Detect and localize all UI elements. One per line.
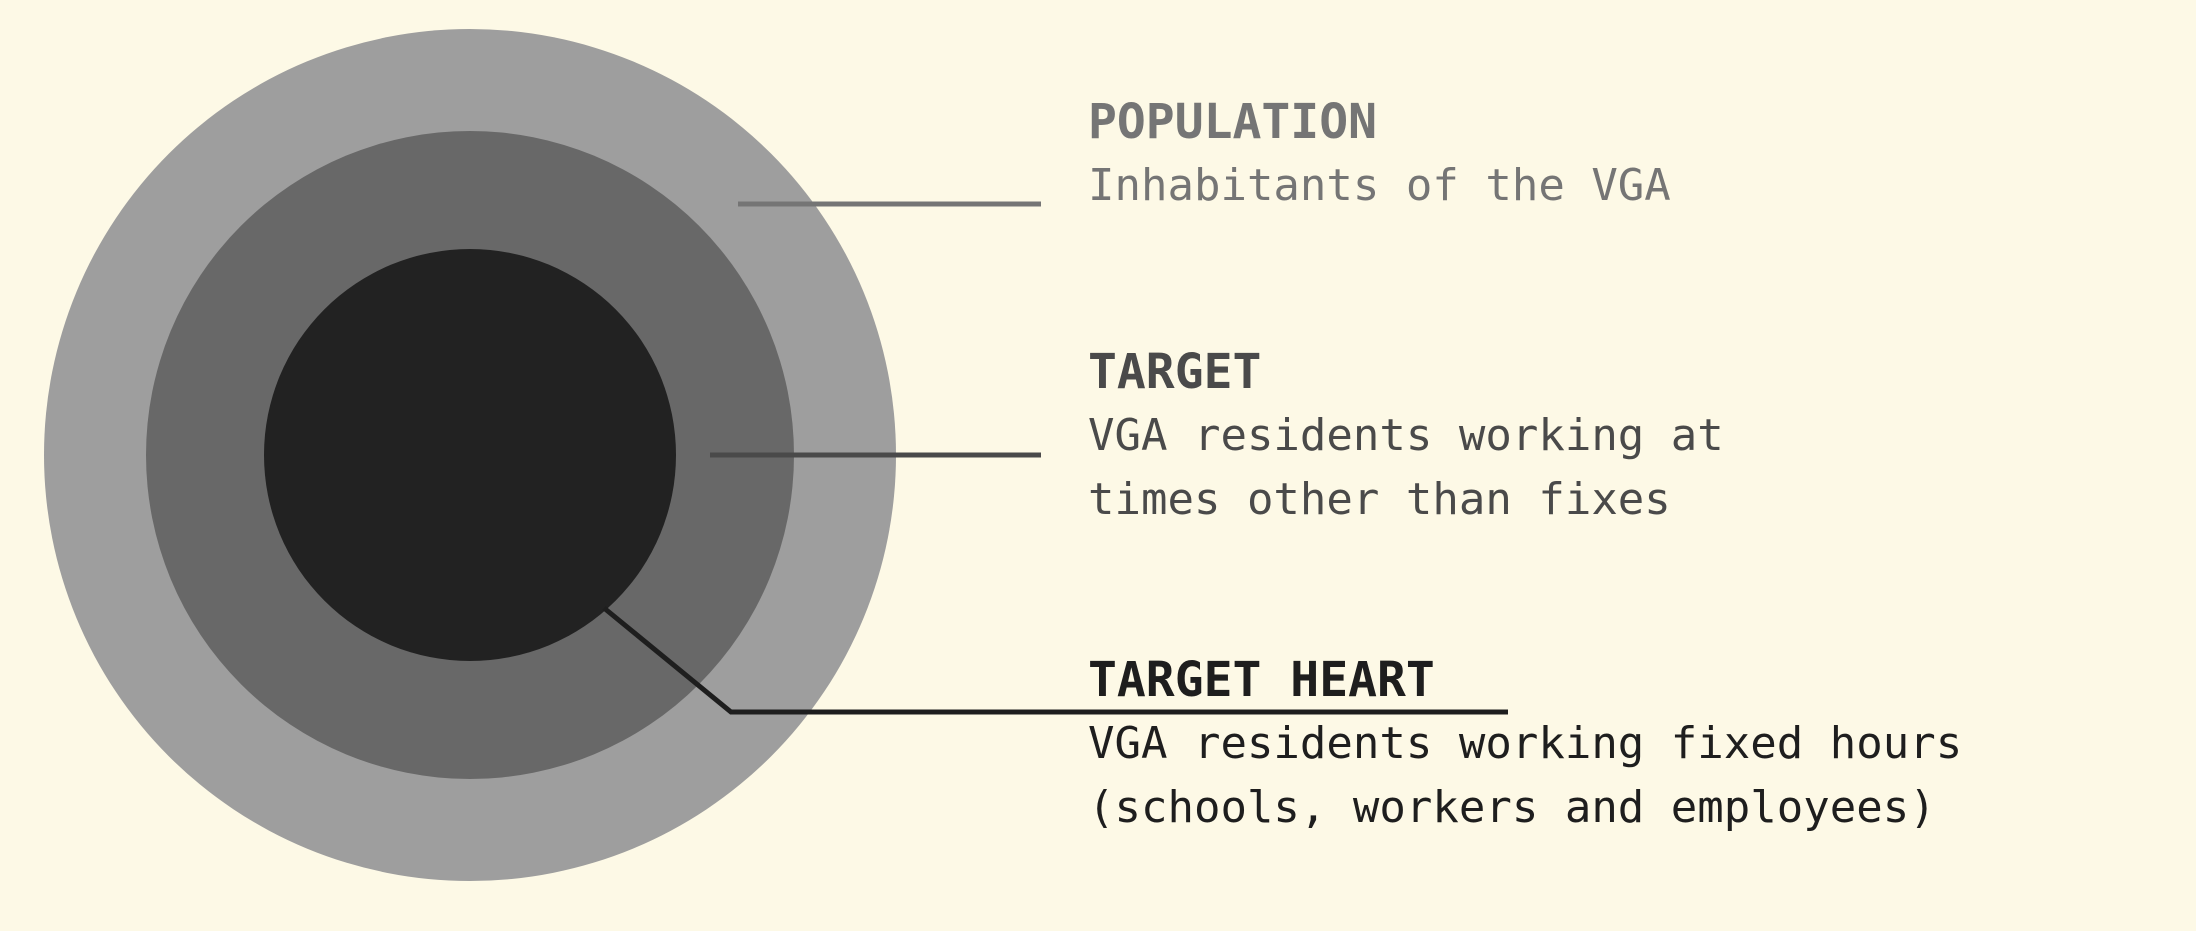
- target-heart-leader-line: [602, 606, 1508, 715]
- target-heart-circle: [264, 249, 676, 661]
- target-description: VGA residents working at times other tha…: [1088, 410, 1724, 525]
- target-label: TARGET VGA residents working at times ot…: [1088, 340, 1724, 532]
- target-heart-description: VGA residents working fixed hours (schoo…: [1088, 718, 1963, 833]
- target-heart-label: TARGET HEART VGA residents working fixed…: [1088, 648, 1962, 840]
- population-label: POPULATION Inhabitants of the VGA: [1088, 90, 1671, 218]
- population-description: Inhabitants of the VGA: [1088, 160, 1671, 211]
- target-heart-title: TARGET HEART: [1088, 652, 1435, 708]
- target-title: TARGET: [1088, 344, 1262, 400]
- population-title: POPULATION: [1088, 94, 1377, 150]
